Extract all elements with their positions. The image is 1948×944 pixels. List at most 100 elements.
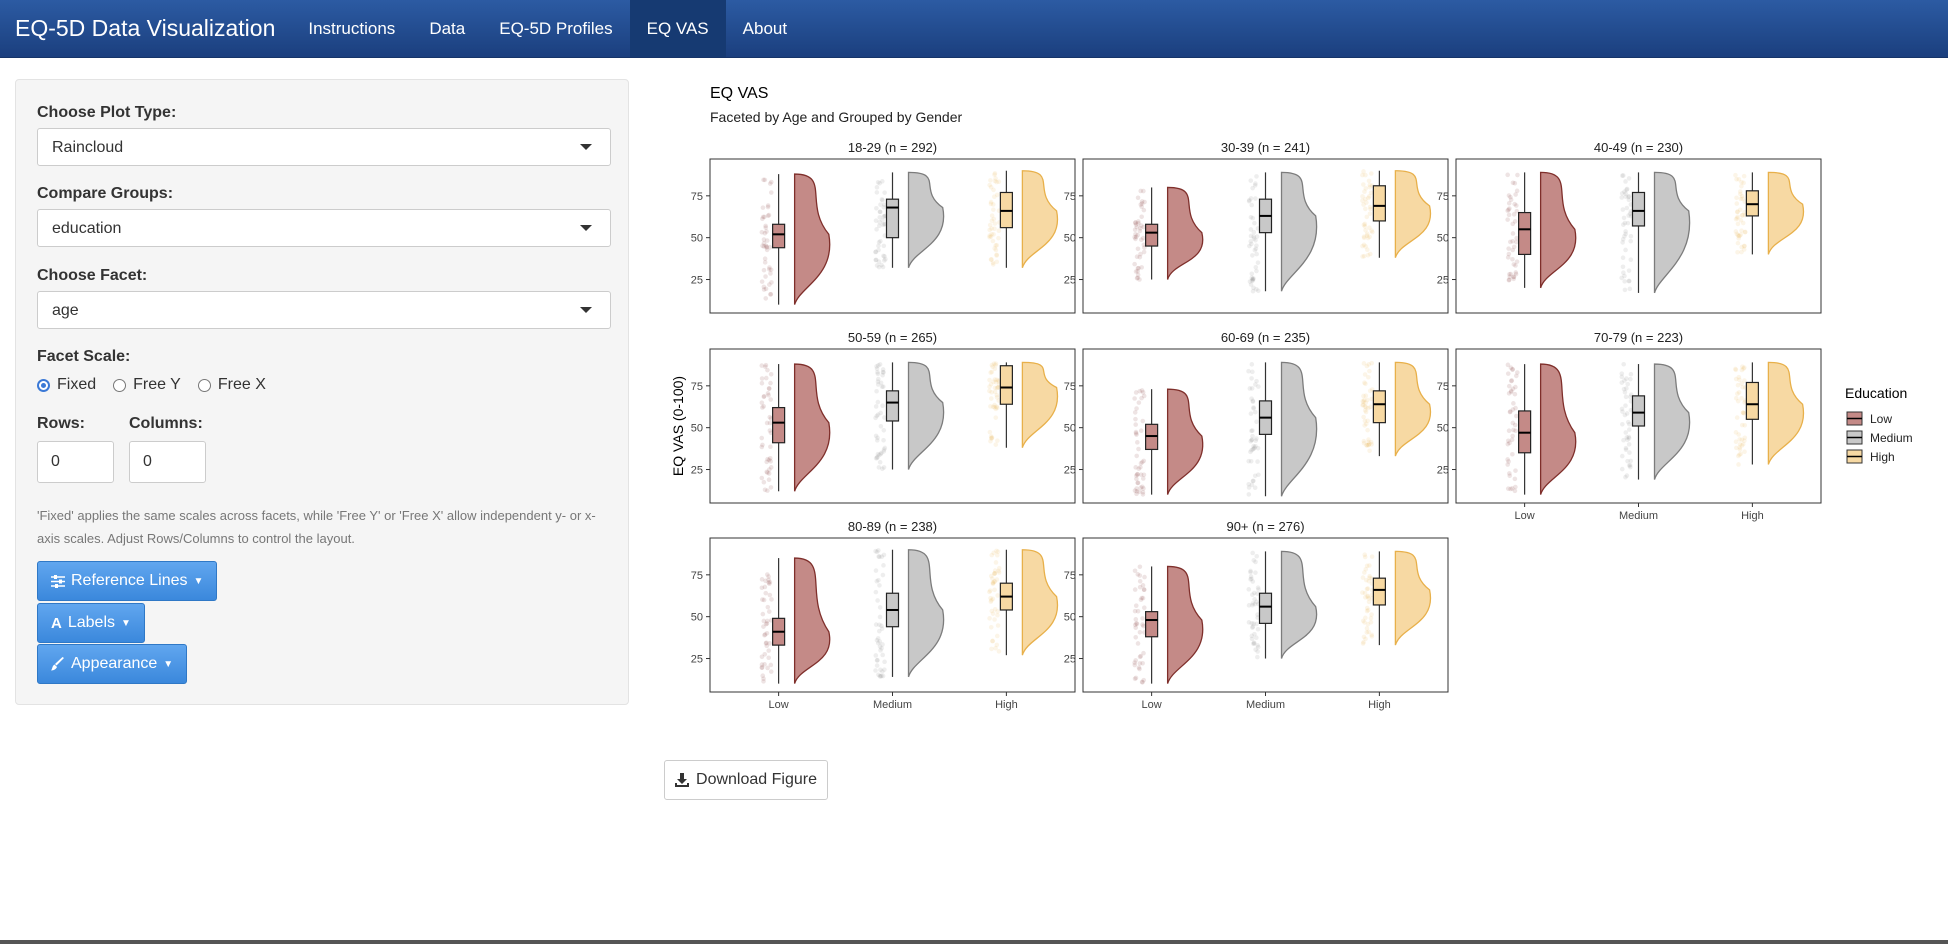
facet-scale-free-y-label: Free Y [133, 376, 181, 393]
jitter-point [1364, 421, 1369, 427]
jitter-point [1367, 563, 1372, 568]
jitter-point [875, 598, 880, 603]
jitter-point [1506, 246, 1511, 251]
jitter-point [877, 673, 883, 679]
plot-type-select[interactable]: Raincloud [37, 128, 611, 166]
jitter-point [1250, 592, 1255, 598]
jitter-point [767, 414, 773, 420]
jitter-point [879, 262, 884, 268]
nav-tab-instructions[interactable]: Instructions [308, 18, 396, 38]
labels-button[interactable]: A Labels ▼ [37, 603, 145, 643]
jitter-point [988, 624, 994, 630]
jitter-point [988, 184, 994, 190]
compare-groups-select[interactable]: education [37, 209, 611, 247]
jitter-point [1508, 197, 1514, 202]
jitter-point [1141, 188, 1146, 194]
jitter-point [875, 382, 881, 387]
jitter-point [766, 580, 772, 585]
jitter-point [1133, 390, 1139, 395]
appearance-button[interactable]: Appearance ▼ [37, 644, 188, 684]
jitter-point [1135, 641, 1141, 646]
eq-vas-plot: EQ VAS Faceted by Age and Grouped by Gen… [665, 80, 1915, 725]
nav-tab-eq5d-profiles[interactable]: EQ-5D Profiles [499, 18, 613, 38]
jitter-point [764, 229, 769, 234]
dropdown-caret-icon: ▼ [163, 658, 174, 670]
jitter-point [1132, 660, 1137, 665]
y-tick-label: 50 [1064, 233, 1076, 245]
jitter-point [1364, 214, 1370, 220]
jitter-point [1627, 462, 1633, 468]
jitter-point [769, 190, 774, 195]
jitter-point [877, 209, 883, 215]
jitter-point [1362, 570, 1367, 575]
jitter-point [1735, 398, 1741, 404]
box [885, 390, 900, 422]
jitter-point [1512, 476, 1518, 482]
jitter-point [1626, 435, 1632, 441]
nav-tab-eq-vas[interactable]: EQ VAS [629, 0, 726, 57]
jitter-point [763, 590, 769, 596]
jitter-point [1251, 558, 1257, 563]
jitter-point [989, 389, 994, 395]
jitter-point [992, 171, 998, 176]
facet-scale-fixed-radio[interactable]: Fixed [37, 376, 96, 394]
reference-lines-button[interactable]: Reference Lines ▼ [37, 561, 218, 601]
chevron-down-icon [580, 144, 592, 150]
facet-scale-free-y-radio[interactable]: Free Y [113, 376, 181, 394]
columns-input[interactable]: 0 [129, 441, 206, 483]
jitter-point [1360, 402, 1366, 408]
jitter-point [1249, 278, 1255, 283]
raincloud-chart: EQ VAS Faceted by Age and Grouped by Gen… [670, 85, 1913, 711]
jitter-point [768, 485, 774, 490]
jitter-point [881, 427, 887, 433]
jitter-point [1510, 231, 1516, 236]
jitter-point [988, 599, 994, 604]
nav-tab-data[interactable]: Data [429, 18, 466, 38]
y-tick-label: 25 [691, 275, 703, 287]
jitter-point [1134, 275, 1140, 281]
jitter-point [875, 399, 881, 405]
jitter-point [874, 263, 880, 268]
jitter-point [1141, 587, 1147, 592]
jitter-point [993, 442, 999, 447]
facet-scale-free-x-radio[interactable]: Free X [197, 376, 266, 394]
jitter-point [990, 638, 996, 644]
facet-select[interactable]: age [37, 291, 611, 329]
jitter-point [1624, 411, 1630, 416]
jitter-point [1140, 489, 1146, 495]
jitter-point [1362, 418, 1368, 424]
jitter-point [1133, 269, 1139, 274]
jitter-point [992, 571, 997, 577]
jitter-point [994, 405, 1000, 411]
jitter-point [1140, 390, 1146, 395]
jitter-point [993, 362, 998, 368]
radio-unchecked-icon [197, 378, 211, 392]
jitter-point [1134, 621, 1139, 626]
jitter-point [762, 364, 768, 370]
jitter-point [1738, 232, 1744, 237]
jitter-point [1738, 451, 1743, 457]
download-figure-button[interactable]: Download Figure [664, 760, 828, 800]
jitter-point [1133, 220, 1138, 225]
rows-input[interactable]: 0 [37, 441, 114, 483]
jitter-point [766, 392, 771, 398]
jitter-point [874, 658, 880, 663]
jitter-point [1247, 243, 1252, 249]
app-title[interactable]: EQ-5D Data Visualization [15, 15, 276, 41]
jitter-point [1508, 389, 1514, 395]
jitter-point [1627, 286, 1633, 292]
jitter-point [1252, 485, 1258, 490]
jitter-point [990, 638, 995, 644]
jitter-point [1620, 236, 1626, 242]
jitter-point [1250, 433, 1255, 439]
sidebar-panel: Choose Plot Type: Raincloud Compare Grou… [15, 79, 629, 705]
jitter-point [996, 649, 1002, 654]
jitter-point [1249, 428, 1254, 434]
jitter-point [989, 218, 995, 224]
jitter-point [1622, 220, 1628, 226]
jitter-point [1622, 378, 1627, 383]
jitter-point [881, 563, 886, 568]
nav-tab-about[interactable]: About [742, 18, 788, 38]
jitter-point [992, 579, 998, 584]
jitter-point [1140, 583, 1146, 588]
